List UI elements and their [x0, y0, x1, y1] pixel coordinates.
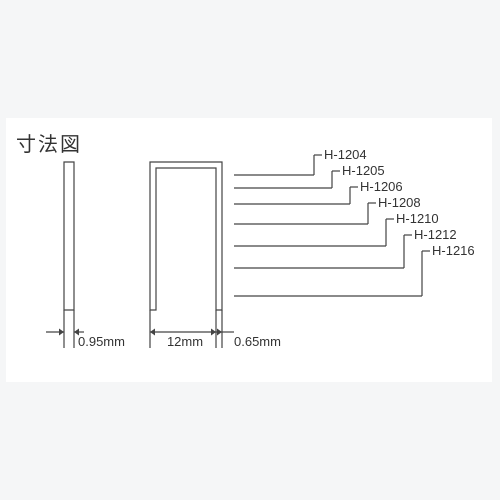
dim-label: 0.65mm [234, 334, 281, 349]
diagram-svg: 0.95mm 12mm 0.65mm H-1204H-1205H-1206H-1208… [0, 0, 500, 500]
height-label: H-1204 [324, 147, 367, 162]
height-label: H-1216 [432, 243, 475, 258]
diagram-stage: 寸法図 0.95mm12mm0.65mmH-1204H-1205H-1206H-… [0, 0, 500, 500]
height-label: H-1206 [360, 179, 403, 194]
height-label: H-1208 [378, 195, 421, 210]
height-label: H-1205 [342, 163, 385, 178]
height-label: H-1212 [414, 227, 457, 242]
height-label: H-1210 [396, 211, 439, 226]
dim-label: 0.95mm [78, 334, 125, 349]
dim-label: 12mm [167, 334, 203, 349]
